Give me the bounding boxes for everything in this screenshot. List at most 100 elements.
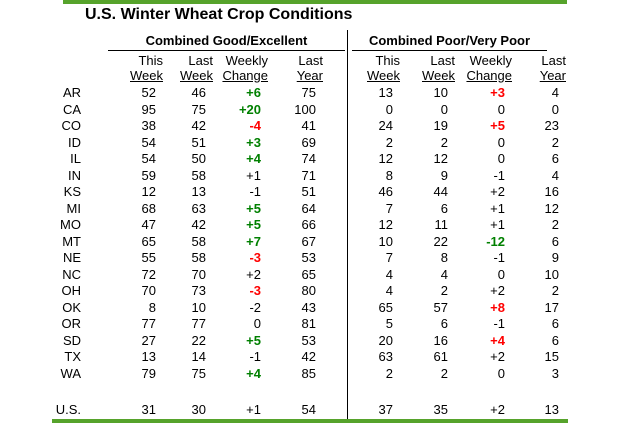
state-label: NE [62,250,81,265]
value-cell: 27 [141,332,156,348]
col-header-week: Week [130,68,163,83]
weekly-change-cell: +2 [490,184,505,199]
value-cell: 47 [141,217,156,232]
value-cell: 13 [191,184,206,199]
weekly-change-cell: -2 [249,299,261,315]
value-cell: 13 [544,402,559,417]
state-label: MI [66,200,81,216]
value-cell: 65 [378,299,393,315]
col-header-this: This [138,53,163,68]
weekly-change-cell: +3 [246,134,261,150]
value-cell: 15 [544,349,559,364]
value-cell: 8 [148,299,156,315]
col-header-this: This [375,53,400,68]
weekly-change-cell: +1 [490,217,505,232]
weekly-change-cell: -1 [249,349,261,364]
value-cell: 65 [301,266,316,282]
value-cell: 42 [301,349,316,364]
weekly-change-cell: +1 [246,167,261,183]
col-header-last: Last [430,53,455,68]
state-label: WA [60,365,81,381]
value-cell: 72 [141,266,156,282]
weekly-change-cell: +2 [246,266,261,282]
poor-very-poor-total-row: 37 35 +2 13 [352,402,566,419]
value-cell: 3 [551,365,559,381]
value-cell: 10 [191,299,206,315]
state-label: ID [68,134,81,150]
value-cell: 55 [141,250,156,265]
col-header-last2: Last [298,53,323,68]
value-cell: 9 [551,250,559,265]
value-cell: 51 [301,184,316,199]
value-cell: 46 [191,85,206,100]
value-cell: 31 [141,402,156,417]
value-cell: 42 [191,217,206,232]
value-cell: 17 [544,299,559,315]
good-excellent-total-row: U.S. 31 30 +1 54 [39,402,323,419]
col-header-year: Year [296,68,323,83]
value-cell: 4 [385,266,393,282]
section-divider-line [347,30,348,419]
weekly-change-cell: +20 [238,101,261,117]
state-label: KS [63,184,81,199]
value-cell: 12 [433,151,448,166]
value-cell: 30 [191,402,206,417]
value-cell: 51 [191,134,206,150]
value-cell: 35 [433,402,448,417]
value-cell: 6 [551,151,559,166]
value-cell: 10 [433,85,448,100]
value-cell: 6 [551,316,559,331]
value-cell: 23 [544,118,559,133]
value-cell: 11 [434,217,449,232]
weekly-change-cell: +2 [490,402,505,417]
value-cell: 6 [551,233,559,249]
value-cell: 57 [433,299,448,315]
value-cell: 77 [191,316,206,331]
value-cell: 46 [378,184,393,199]
good-excellent-column-headers: This Last Weekly Last Week Week Change Y… [39,53,323,83]
value-cell: 75 [301,85,316,100]
value-cell: 19 [433,118,448,133]
section-header-good-excellent: Combined Good/Excellent [108,33,345,51]
value-cell: 2 [440,134,448,150]
value-cell: 69 [301,134,316,150]
value-cell: 9 [440,167,448,183]
weekly-change-cell: +6 [246,85,261,100]
col-header-weekly: Weekly [225,53,268,68]
value-cell: 67 [301,233,316,249]
value-cell: 13 [378,85,393,100]
weekly-change-cell: +5 [490,118,505,133]
value-cell: 14 [191,349,206,364]
value-cell: 8 [440,250,448,265]
weekly-change-cell: -1 [493,316,505,331]
value-cell: 4 [551,167,559,183]
weekly-change-cell: +3 [490,85,505,100]
value-cell: 22 [433,233,448,249]
state-label: OH [61,283,82,298]
weekly-change-cell: -12 [486,233,505,249]
col-header-last: Last [188,53,213,68]
value-cell: 12 [378,217,393,232]
weekly-change-cell: 0 [497,101,505,117]
value-cell: 4 [440,266,448,282]
value-cell: 37 [378,402,393,417]
value-cell: 2 [551,283,559,298]
value-cell: 42 [191,118,206,133]
value-cell: 75 [191,365,206,381]
col-header-change: Change [466,68,512,83]
value-cell: 41 [301,118,316,133]
weekly-change-cell: -1 [249,184,261,199]
value-cell: 38 [141,118,156,133]
weekly-change-cell: +4 [246,365,261,381]
bottom-rule [52,419,568,423]
value-cell: 8 [385,167,393,183]
value-cell: 61 [433,349,448,364]
weekly-change-cell: +5 [246,332,261,348]
good-excellent-rows: AR 52 46 +6 75 CA 95 75 +20 100 CO 38 42 -4 41 ID 54 51 +3… [39,85,323,382]
value-cell: 70 [191,266,206,282]
value-cell: 16 [544,184,559,199]
value-cell: 2 [385,134,393,150]
weekly-change-cell: -1 [493,250,505,265]
value-cell: 54 [141,151,156,166]
state-label: NC [62,266,81,282]
